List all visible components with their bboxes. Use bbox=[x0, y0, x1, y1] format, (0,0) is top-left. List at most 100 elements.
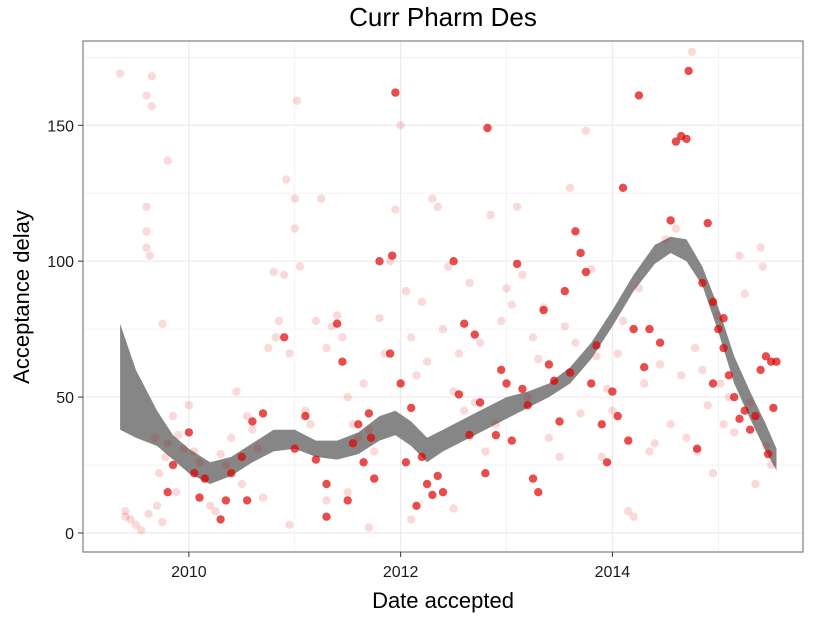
data-point-strong bbox=[338, 357, 347, 366]
data-point-faint bbox=[322, 496, 331, 505]
data-point-strong bbox=[343, 496, 352, 505]
data-point-strong bbox=[168, 460, 178, 470]
data-point-strong bbox=[237, 452, 246, 462]
data-point-faint bbox=[682, 433, 691, 442]
data-point-strong bbox=[195, 493, 204, 502]
axes: 2010 2012 2014 0 50 100 150 bbox=[47, 118, 630, 581]
data-point-strong bbox=[348, 439, 358, 448]
data-point-strong bbox=[242, 496, 252, 505]
data-point-strong bbox=[248, 417, 257, 426]
data-point-strong bbox=[460, 319, 469, 328]
data-point-faint bbox=[195, 458, 204, 467]
data-points bbox=[115, 47, 781, 535]
data-point-faint bbox=[285, 520, 294, 529]
data-point-strong bbox=[640, 363, 649, 372]
x-tick-label: 2014 bbox=[595, 564, 631, 581]
smooth-band bbox=[120, 236, 777, 484]
data-point-strong bbox=[483, 123, 492, 133]
data-point-strong bbox=[433, 471, 442, 481]
data-point-faint bbox=[205, 501, 215, 510]
data-point-faint bbox=[428, 194, 437, 203]
data-point-strong bbox=[682, 134, 691, 144]
data-point-faint bbox=[311, 316, 321, 326]
data-point-faint bbox=[121, 507, 130, 516]
data-point-strong bbox=[571, 227, 580, 236]
data-point-faint bbox=[147, 72, 156, 81]
data-point-strong bbox=[364, 409, 374, 418]
y-tick-label: 150 bbox=[47, 118, 74, 135]
data-point-faint bbox=[375, 314, 384, 323]
data-point-faint bbox=[581, 126, 591, 135]
data-point-strong bbox=[454, 390, 464, 399]
data-point-faint bbox=[565, 183, 575, 192]
data-point-faint bbox=[290, 224, 299, 233]
data-point-faint bbox=[735, 251, 744, 260]
data-point-faint bbox=[359, 379, 368, 388]
data-point-strong bbox=[763, 449, 773, 459]
data-point-faint bbox=[486, 210, 495, 220]
data-point-strong bbox=[322, 512, 331, 521]
x-axis-title: Date accepted bbox=[372, 588, 514, 613]
data-point-strong bbox=[613, 411, 622, 421]
data-point-faint bbox=[131, 520, 141, 529]
data-point-faint bbox=[152, 501, 162, 510]
data-point-faint bbox=[634, 284, 644, 293]
confidence-band bbox=[120, 236, 777, 484]
data-point-faint bbox=[364, 523, 374, 532]
data-point-strong bbox=[719, 314, 728, 323]
data-point-faint bbox=[640, 379, 649, 388]
data-point-faint bbox=[687, 47, 696, 57]
data-point-strong bbox=[375, 257, 384, 266]
grid bbox=[83, 41, 803, 552]
data-point-faint bbox=[444, 262, 453, 271]
data-point-strong bbox=[587, 379, 596, 388]
data-point-faint bbox=[433, 202, 442, 211]
data-point-faint bbox=[216, 449, 225, 459]
data-point-strong bbox=[724, 371, 734, 380]
data-point-strong bbox=[629, 324, 638, 334]
data-point-faint bbox=[534, 354, 543, 364]
data-point-strong bbox=[518, 384, 527, 394]
data-point-faint bbox=[163, 439, 172, 448]
data-point-strong bbox=[655, 338, 665, 347]
data-point-strong bbox=[772, 357, 781, 366]
data-point-faint bbox=[161, 452, 170, 462]
data-point-strong bbox=[227, 469, 236, 478]
data-point-faint bbox=[677, 371, 686, 380]
data-point-strong bbox=[354, 420, 363, 429]
data-point-faint bbox=[280, 270, 289, 279]
data-point-faint bbox=[512, 202, 522, 211]
data-point-faint bbox=[253, 444, 262, 453]
data-point-faint bbox=[144, 509, 153, 519]
data-point-faint bbox=[150, 433, 160, 442]
data-point-faint bbox=[227, 433, 236, 442]
data-point-faint bbox=[576, 409, 585, 418]
data-point-strong bbox=[258, 409, 268, 418]
data-point-strong bbox=[719, 343, 728, 353]
data-point-strong bbox=[407, 403, 416, 413]
data-point-faint bbox=[767, 460, 776, 470]
data-point-faint bbox=[343, 392, 352, 402]
data-point-faint bbox=[708, 469, 718, 478]
data-point-strong bbox=[560, 286, 569, 296]
data-point-strong bbox=[528, 474, 538, 483]
data-point-strong bbox=[624, 436, 633, 445]
data-point-faint bbox=[497, 316, 506, 326]
data-point-faint bbox=[401, 286, 411, 296]
data-point-strong bbox=[512, 259, 522, 269]
data-point-faint bbox=[317, 194, 326, 203]
data-point-strong bbox=[698, 278, 707, 288]
data-point-strong bbox=[708, 379, 718, 388]
data-point-faint bbox=[142, 202, 151, 211]
data-point-faint bbox=[332, 311, 342, 320]
data-point-strong bbox=[475, 398, 485, 407]
data-point-strong bbox=[221, 496, 231, 505]
data-point-faint bbox=[528, 333, 538, 342]
data-point-faint bbox=[158, 517, 167, 527]
data-point-faint bbox=[271, 333, 280, 342]
data-point-strong bbox=[401, 458, 411, 467]
data-point-faint bbox=[555, 452, 564, 462]
data-point-faint bbox=[158, 319, 167, 328]
data-point-faint bbox=[560, 322, 569, 331]
data-point-faint bbox=[174, 430, 183, 440]
